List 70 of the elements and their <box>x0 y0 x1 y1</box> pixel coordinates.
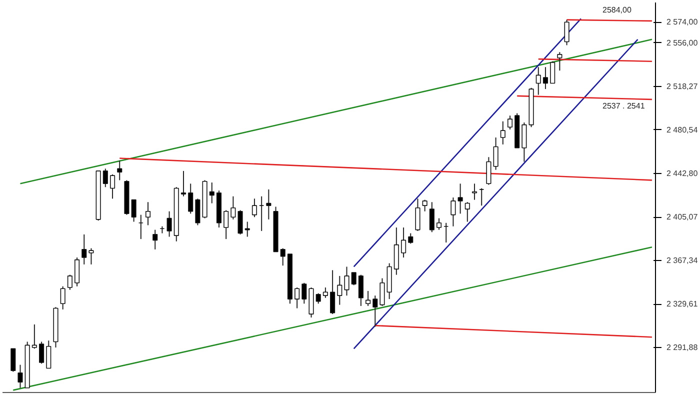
candlestick <box>10 348 16 372</box>
candlestick <box>372 295 378 328</box>
candlestick <box>408 232 414 244</box>
candlestick <box>536 66 541 96</box>
candlestick <box>102 168 108 188</box>
candlestick <box>224 210 229 240</box>
candlestick <box>366 290 371 306</box>
candlestick <box>60 286 66 310</box>
candlestick <box>180 170 186 197</box>
annotation: 2537 . 2541 <box>602 102 646 110</box>
candlestick <box>550 60 556 84</box>
candlestick <box>358 274 364 306</box>
candlestick <box>472 183 478 200</box>
candlestick <box>436 218 442 230</box>
candlestick <box>564 19 570 46</box>
candlestick <box>238 210 243 235</box>
y-tick-label: 2 367,34 <box>666 256 698 266</box>
candlestick <box>380 278 385 306</box>
candlestick <box>110 174 116 200</box>
candlestick <box>195 198 200 226</box>
annotation: 2584,00 <box>602 6 632 14</box>
candlestick <box>74 257 80 287</box>
y-tick-label: 2 556,00 <box>666 38 698 48</box>
candlestick <box>188 183 194 214</box>
y-tick-label: 2 480,54 <box>666 125 698 134</box>
candlestick <box>67 274 72 290</box>
candlestick <box>458 183 463 214</box>
candlestick <box>415 198 420 232</box>
candlestick <box>493 137 498 170</box>
candlestick <box>351 272 356 286</box>
y-tick-label: 2 405,07 <box>666 212 698 222</box>
y-tick-label: 2 442,80 <box>666 169 698 178</box>
candlestick <box>82 234 87 265</box>
candlestick <box>542 66 548 90</box>
candlestick <box>280 248 286 266</box>
candlestick <box>117 160 122 181</box>
candlestick <box>145 202 151 226</box>
candlestick <box>252 198 257 218</box>
candlestick <box>88 248 94 265</box>
candlestick <box>401 227 406 258</box>
candlestick <box>429 202 434 233</box>
candlestick <box>294 287 300 309</box>
candlestick <box>266 188 272 220</box>
candlestick <box>316 292 321 304</box>
candlestick <box>507 115 513 130</box>
candlestick <box>464 202 470 222</box>
candlestick <box>32 324 37 350</box>
candlestick <box>337 275 342 306</box>
y-tick-label: 2 574,00 <box>666 18 698 27</box>
candlestick <box>522 122 527 162</box>
candlestick <box>344 266 350 296</box>
candlestick <box>450 197 456 227</box>
candlestick <box>486 156 492 186</box>
y-tick-label: 2 291,88 <box>666 343 698 352</box>
candlestick <box>322 287 328 298</box>
candlestick <box>46 340 52 369</box>
y-tick-label: 2 329,61 <box>666 300 698 309</box>
candlestick <box>422 199 428 212</box>
candlestick <box>152 229 158 250</box>
candlestick <box>500 120 506 145</box>
candlestick <box>166 210 172 238</box>
candlestick <box>18 364 23 388</box>
candlestick <box>230 196 236 220</box>
candlestick <box>302 282 307 304</box>
y-tick-label: 2 518,27 <box>666 82 698 91</box>
candlestick <box>39 341 44 364</box>
candlestick <box>209 182 214 204</box>
candlestick <box>557 52 562 72</box>
candlestick <box>131 199 136 222</box>
candlestick <box>330 270 336 315</box>
